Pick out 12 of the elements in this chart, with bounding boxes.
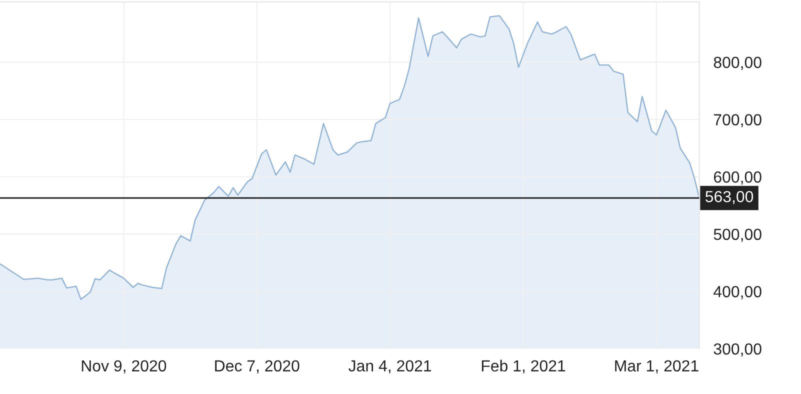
x-tick-label: Mar 1, 2021 (615, 360, 698, 374)
x-tick-label: Nov 9, 2020 (82, 360, 166, 374)
x-tick-label: Feb 1, 2021 (482, 360, 566, 374)
x-tick-label: Dec 7, 2020 (215, 360, 300, 374)
y-tick-label: 300,00 (714, 343, 762, 357)
y-tick-label: 600,00 (714, 171, 762, 185)
ref-line-label: 563,00 (706, 190, 754, 204)
y-tick-label: 500,00 (714, 228, 762, 242)
x-tick-label: Jan 4, 2021 (348, 360, 432, 374)
y-tick-label: 700,00 (714, 114, 762, 128)
y-tick-label: 800,00 (714, 56, 762, 70)
y-tick-label: 400,00 (714, 286, 762, 300)
